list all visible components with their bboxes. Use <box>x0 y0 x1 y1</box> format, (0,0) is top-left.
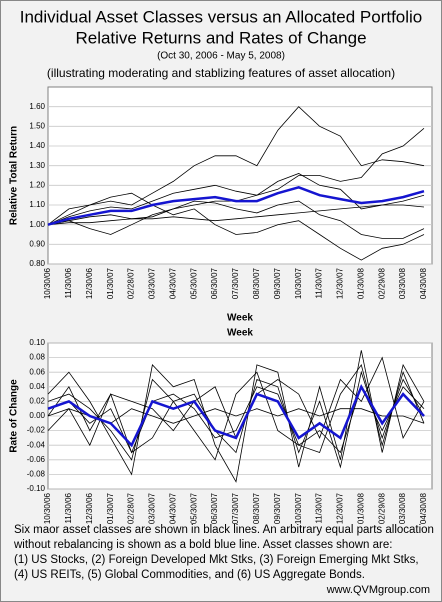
y-tick-label: 0.02 <box>29 397 45 406</box>
y-tick-label: 0.80 <box>29 259 45 268</box>
y-tick-label: -0.10 <box>27 484 46 493</box>
x-tick-label: 04/30/07 <box>168 492 177 524</box>
x-tick-label: 06/30/07 <box>210 267 219 299</box>
x-tick-label: 01/30/08 <box>356 492 365 524</box>
x-tick-label: 06/30/07 <box>210 492 219 524</box>
series-line <box>47 204 425 226</box>
x-tick-label: 03/30/08 <box>398 492 407 524</box>
y-tick-label: 1.10 <box>29 200 45 209</box>
footer-line: Six maor asset classes are shown in blac… <box>14 524 434 536</box>
x-tick-label: 01/30/07 <box>106 267 115 299</box>
series-line <box>47 350 425 483</box>
x-tick-label: 07/30/07 <box>231 492 240 524</box>
x-tick-label: 04/30/08 <box>419 267 428 299</box>
x-tick-label: 05/30/07 <box>189 492 198 524</box>
y-tick-label: 0.90 <box>29 239 45 248</box>
x-tick-label: 11/30/06 <box>64 267 73 298</box>
y-tick-label: 0.04 <box>29 382 45 391</box>
x-tick-label: 02/28/07 <box>127 492 136 524</box>
x-tick-label: 12/30/07 <box>336 267 345 299</box>
x-tick-label: 01/30/07 <box>106 492 115 524</box>
x-tick-label: 11/30/07 <box>315 267 324 298</box>
x-tick-label: 11/30/06 <box>64 492 73 523</box>
plot-area <box>47 86 433 265</box>
x-tick-label: 08/30/07 <box>252 267 261 299</box>
website: www.QVMgroup.com <box>326 584 430 596</box>
y-tick-label: -0.04 <box>27 440 46 449</box>
x-tick-label: 04/30/07 <box>168 267 177 299</box>
x-tick-label: 10/30/07 <box>294 492 303 524</box>
x-tick-label: 10/30/07 <box>294 267 303 299</box>
x-tick-label: 11/30/07 <box>315 492 324 523</box>
y-tick-label: 0.00 <box>29 411 45 420</box>
x-tick-label: 02/29/08 <box>377 267 386 299</box>
x-tick-label: 12/30/06 <box>85 267 94 299</box>
x-tick-label: 03/30/07 <box>148 267 157 299</box>
x-tick-label: 07/30/07 <box>231 267 240 299</box>
x-axis-title: Week <box>227 313 253 324</box>
x-tick-label: 03/30/07 <box>148 492 157 524</box>
y-tick-label: 1.30 <box>29 161 45 170</box>
footer-line: (4) US REITs, (5) Global Commodities, an… <box>14 569 365 581</box>
series-line <box>47 106 425 226</box>
x-tick-label: 03/30/08 <box>398 267 407 299</box>
series-line <box>47 173 425 226</box>
x-tick-label: 02/29/08 <box>377 492 386 524</box>
y-tick-label: 1.40 <box>29 141 45 150</box>
x-axis-title: Week <box>227 328 253 339</box>
series-line <box>47 383 425 448</box>
x-tick-label: 10/30/06 <box>43 267 52 299</box>
footer-line: without rebalancing is shown as a bold b… <box>13 539 392 551</box>
y-tick-label: 0.06 <box>29 367 45 376</box>
series-line <box>47 200 425 239</box>
x-tick-label: 05/30/07 <box>189 267 198 299</box>
y-tick-label: 0.10 <box>29 338 45 347</box>
footer-line: (1) US Stocks, (2) Foreign Developed Mkt… <box>14 554 419 566</box>
x-tick-label: 04/30/08 <box>419 492 428 524</box>
x-tick-label: 10/30/06 <box>43 492 52 524</box>
x-tick-label: 12/30/06 <box>85 492 94 524</box>
y-axis-title: Rate of Change <box>9 379 20 453</box>
title: Individual Asset Classes versus an Alloc… <box>20 7 423 26</box>
x-tick-label: 09/30/07 <box>273 267 282 299</box>
y-tick-label: 1.20 <box>29 180 45 189</box>
y-tick-label: 1.00 <box>29 220 45 229</box>
date-range: (Oct 30, 2006 - May 5, 2008) <box>157 51 285 62</box>
series-line <box>47 192 425 261</box>
x-tick-label: 12/30/07 <box>336 492 345 524</box>
x-tick-label: 09/30/07 <box>273 492 282 524</box>
note: (illustrating moderating and stablizing … <box>47 66 395 80</box>
series-line <box>47 185 425 226</box>
y-axis-title: Relative Total Return <box>9 126 20 225</box>
y-tick-label: -0.06 <box>27 455 46 464</box>
x-tick-label: 02/28/07 <box>127 267 136 299</box>
y-tick-label: 1.50 <box>29 121 45 130</box>
series-line <box>47 370 425 469</box>
x-tick-label: 08/30/07 <box>252 492 261 524</box>
y-tick-label: -0.08 <box>27 470 46 479</box>
y-tick-label: 1.60 <box>29 102 45 111</box>
y-tick-label: -0.02 <box>27 426 46 435</box>
subtitle: Relative Returns and Rates of Change <box>75 28 366 47</box>
y-tick-label: 0.08 <box>29 353 45 362</box>
x-tick-label: 01/30/08 <box>356 267 365 299</box>
